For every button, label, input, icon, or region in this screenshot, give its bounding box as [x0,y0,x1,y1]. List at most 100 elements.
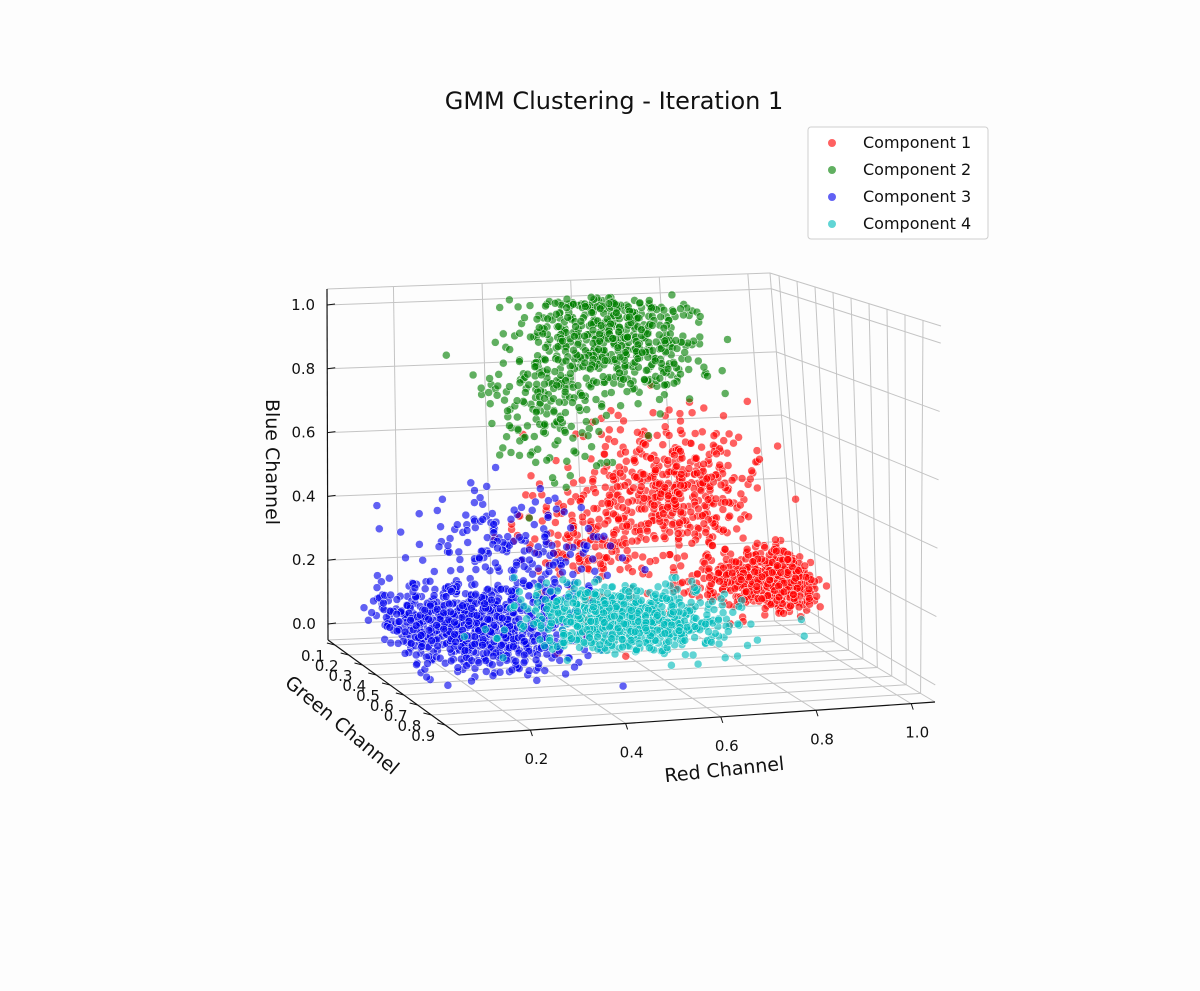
data-point [535,323,544,332]
data-point [715,460,724,470]
data-point [559,507,569,517]
data-point [686,439,696,448]
data-point [624,587,634,596]
data-point [744,512,753,521]
data-point [660,620,669,629]
data-point [582,405,591,414]
data-point [528,569,537,579]
data-point [568,570,578,579]
data-point [757,594,767,604]
data-point [704,564,714,574]
y-tick-mark [354,662,363,666]
data-point [531,407,541,417]
y-tick-mark [395,692,404,696]
y-tick-mark [423,712,432,716]
data-point [647,303,656,313]
data-point [418,555,427,565]
data-point [410,583,420,593]
legend-marker [828,193,836,201]
data-point [532,380,541,389]
data-point [495,668,505,677]
data-point [690,429,700,438]
data-point [499,358,508,368]
data-point [487,595,496,605]
data-point [687,539,697,548]
data-point [573,381,583,390]
data-point [558,568,567,577]
data-point [757,572,767,582]
data-point [524,380,533,390]
data-point [613,411,623,420]
data-point [774,592,784,602]
data-point [612,602,621,611]
data-point [515,357,524,366]
data-point [667,661,676,670]
data-point [797,615,806,624]
data-point [595,640,605,650]
data-point [618,503,628,512]
data-point [530,548,540,558]
legend-label: Component 3 [863,187,971,206]
data-point [703,371,712,381]
data-point [373,571,382,580]
z-gridline [781,414,939,481]
data-point [524,666,534,676]
data-point [432,605,442,614]
data-point [488,509,497,518]
data-point [674,529,683,538]
data-point [686,598,696,607]
data-point [755,455,764,464]
data-point [779,609,788,618]
data-point [447,587,456,596]
data-point [702,610,712,620]
data-point [377,577,386,586]
data-point [701,619,710,629]
data-point [712,449,721,459]
data-point [680,636,690,645]
data-point [509,505,519,515]
data-point [505,295,514,305]
data-point [566,523,575,533]
data-point [521,388,530,397]
data-point [629,456,639,465]
data-point [613,623,623,633]
x-tick-mark [910,703,914,710]
data-point [485,399,495,408]
data-point [420,605,430,615]
data-point [495,303,504,312]
data-point [561,669,570,679]
data-point [511,656,520,666]
data-point [533,582,543,591]
data-point [520,313,529,322]
y-gridline [920,320,924,694]
y-tick-label: 0.7 [384,707,408,725]
data-point [532,676,542,685]
y-tick-label: 0.2 [315,657,339,675]
data-point [553,608,563,618]
data-point [676,469,686,479]
data-point [653,611,662,620]
data-point [432,620,441,630]
data-point [553,355,563,364]
data-point [549,407,559,417]
data-point [815,602,825,612]
data-point [375,524,384,534]
data-point [698,427,707,437]
data-point [701,528,710,537]
data-point [637,482,646,491]
data-point [709,605,719,614]
y-gridline [868,303,878,668]
data-point [648,346,657,355]
data-point [573,607,582,616]
data-point [671,336,681,345]
data-point [367,608,376,617]
x-axis-label: Red Channel [663,753,785,787]
data-point [430,567,439,576]
data-point [615,368,624,378]
x-tick-mark [625,723,629,730]
data-point [704,627,713,636]
data-point [530,432,539,441]
data-point [588,477,597,486]
data-point [586,293,596,302]
